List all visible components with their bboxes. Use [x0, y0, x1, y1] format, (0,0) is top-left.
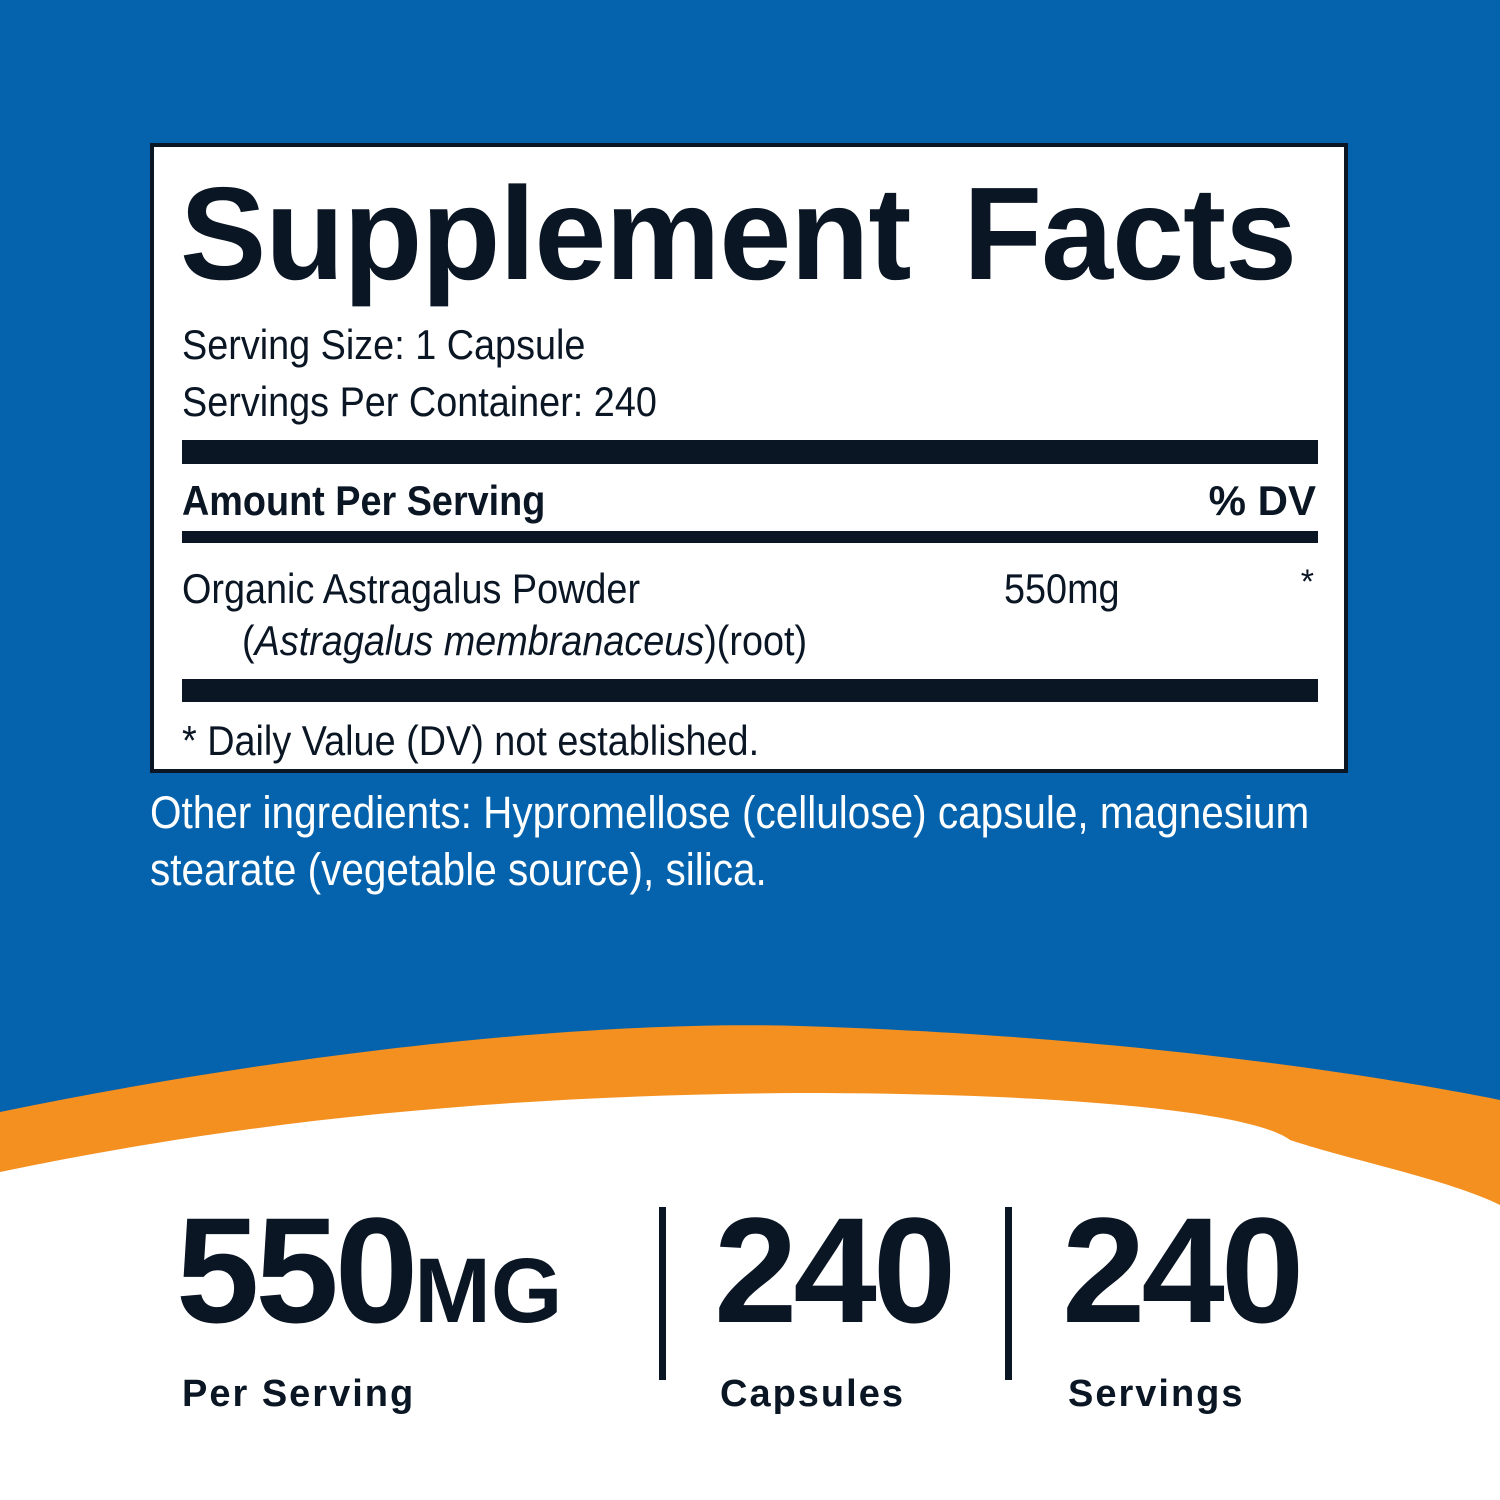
stat-label: Servings: [1068, 1373, 1245, 1415]
stat-divider: [659, 1207, 666, 1380]
ingredient-dv: *: [1300, 563, 1314, 601]
stat-value: 240: [1062, 1186, 1304, 1354]
divider-thick-bottom: [182, 679, 1318, 702]
footnote: * Daily Value (DV) not established.: [182, 717, 760, 764]
stat-label: Per Serving: [182, 1373, 416, 1415]
paren: (: [242, 617, 255, 664]
ingredient-name: Organic Astragalus Powder: [182, 565, 641, 612]
other-ingredients: Other ingredients: Hypromellose (cellulo…: [150, 787, 1310, 895]
stat-label: Capsules: [720, 1373, 905, 1415]
stat-value: 550MG: [176, 1195, 562, 1345]
serving-size: Serving Size: 1 Capsule: [182, 321, 586, 368]
panel-title: Supplement Facts: [180, 160, 1297, 307]
ingredient-amount: 550mg: [1004, 565, 1120, 612]
supplement-facts-panel: Supplement Facts Serving Size: 1 Capsule…: [150, 143, 1348, 773]
white-area: [0, 1093, 1500, 1500]
amount-per-serving-header: Amount Per Serving: [182, 477, 546, 524]
ingredient-latin: (Astragalus membranaceus)(root): [242, 620, 807, 662]
servings-per-container: Servings Per Container: 240: [182, 378, 657, 425]
stat-divider: [1005, 1207, 1012, 1380]
value: 550: [176, 1186, 418, 1354]
stat-servings: 240 Servings: [1062, 1186, 1304, 1416]
latin-name: Astragalus membranaceus: [254, 617, 705, 664]
divider-thick: [182, 440, 1318, 464]
stat-value: 240: [714, 1186, 956, 1354]
stat-per-serving: 550MG Per Serving: [176, 1195, 562, 1416]
unit: MG: [414, 1240, 563, 1342]
stat-capsules: 240 Capsules: [714, 1186, 956, 1416]
part-used: )(root): [704, 617, 808, 664]
dv-header: % DV: [1208, 477, 1316, 524]
divider-medium: [182, 531, 1318, 543]
